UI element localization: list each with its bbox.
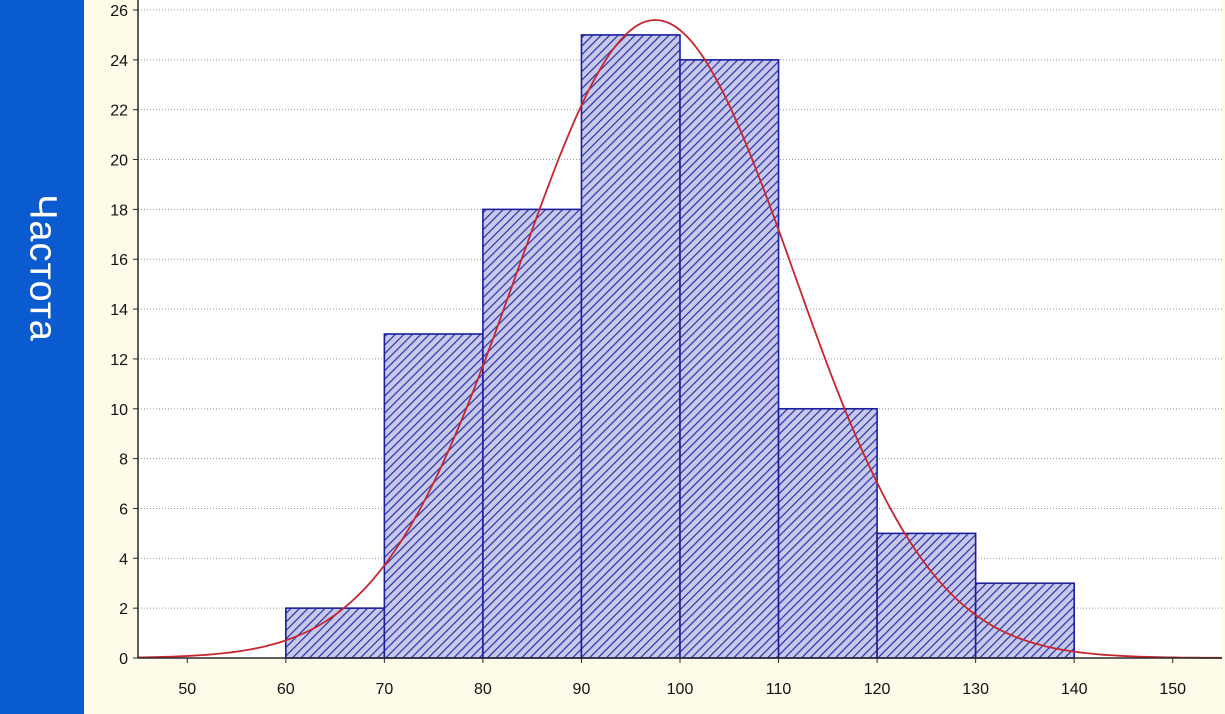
histogram-bar xyxy=(482,208,583,659)
histogram-bar xyxy=(777,407,878,659)
x-tick-label: 130 xyxy=(962,681,989,698)
histogram-bar xyxy=(679,59,780,659)
x-tick-label: 150 xyxy=(1159,681,1186,698)
normal-fit-curve xyxy=(137,19,1223,659)
x-tick-labels: 50 60 70 80 90 100 110 120 130 140 150 xyxy=(178,681,1186,698)
x-tick-label: 120 xyxy=(864,681,891,698)
y-tick-label: 4 xyxy=(119,551,128,568)
histogram-bars xyxy=(285,34,1075,659)
y-tick-label: 14 xyxy=(110,302,128,319)
y-tick-label: 12 xyxy=(110,352,128,369)
y-tick-label: 20 xyxy=(110,153,128,170)
histogram-bar xyxy=(383,333,484,659)
y-tick-label: 6 xyxy=(119,501,128,518)
y-tick-label: 0 xyxy=(119,651,128,668)
y-tick-label: 18 xyxy=(110,202,128,219)
y-tick-label: 22 xyxy=(110,103,128,120)
y-tick-label: 2 xyxy=(119,601,128,618)
x-tick-label: 110 xyxy=(766,681,792,698)
plot-frame xyxy=(133,0,1222,663)
y-tick-label: 16 xyxy=(110,252,128,269)
y-axis-label: Частота xyxy=(21,194,64,342)
y-tick-label: 10 xyxy=(110,402,128,419)
histogram-bar xyxy=(876,532,977,659)
y-tick-label: 8 xyxy=(119,452,128,469)
x-tick-label: 50 xyxy=(178,681,196,698)
y-tick-label: 24 xyxy=(110,53,128,70)
y-tick-label: 26 xyxy=(110,3,128,20)
histogram-bar xyxy=(974,582,1075,659)
chart-panel: 0 2 4 6 8 10 12 14 16 18 20 22 24 26 50 60 70 80 90 100 110… xyxy=(84,0,1225,714)
x-tick-label: 60 xyxy=(277,681,295,698)
x-tick-label: 140 xyxy=(1061,681,1088,698)
y-axis-label-area: Частота xyxy=(0,0,84,714)
x-tick-label: 80 xyxy=(474,681,492,698)
histogram-bar xyxy=(580,34,681,659)
x-tick-label: 70 xyxy=(375,681,393,698)
x-tick-label: 100 xyxy=(667,681,694,698)
x-tick-label: 90 xyxy=(573,681,591,698)
